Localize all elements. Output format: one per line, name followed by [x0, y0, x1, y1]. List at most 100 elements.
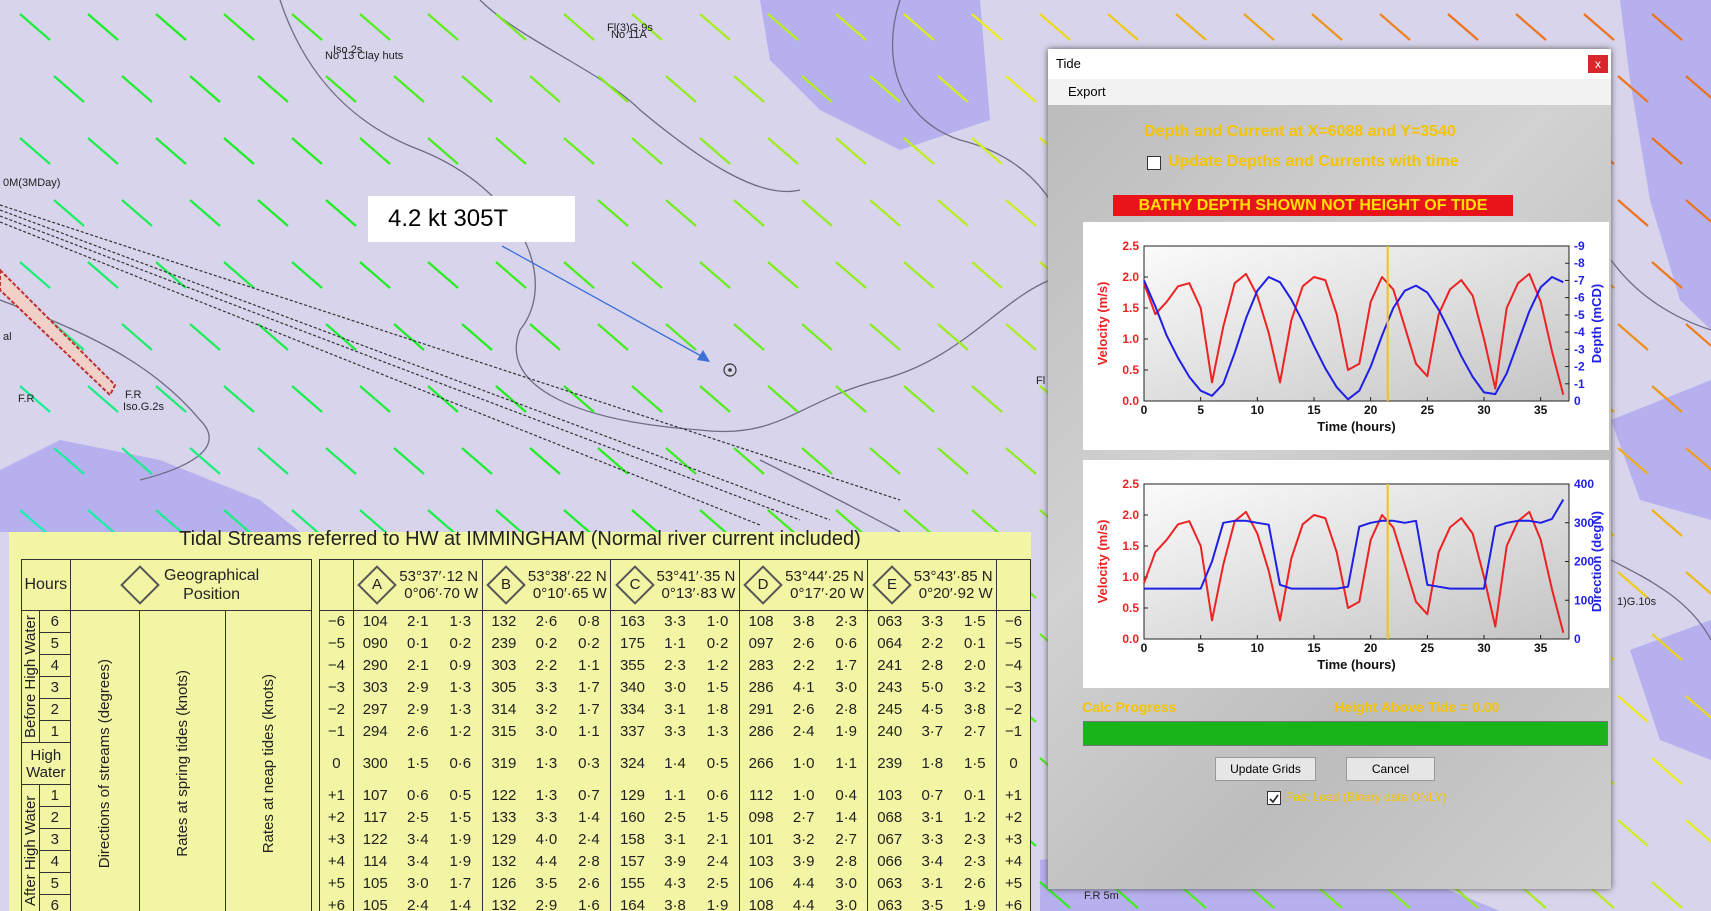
stream-arrow: [666, 200, 696, 226]
table-cell: 1·5: [954, 743, 997, 785]
position-cell: A53°37′·12 N0°06′·70 W: [353, 560, 482, 611]
stream-arrow: [462, 448, 492, 474]
table-cell: 2·7: [954, 721, 997, 743]
stream-arrow: [1176, 14, 1206, 40]
table-cell: 2·1: [696, 829, 739, 851]
stream-arrow: [700, 138, 730, 164]
latitude: 53°43′·85 N: [914, 568, 993, 585]
x-tick-label: 5: [1197, 641, 1204, 655]
stream-arrow: [1686, 324, 1711, 350]
stream-arrow: [54, 200, 84, 226]
table-cell: 305: [482, 677, 525, 699]
table-cell: 158: [611, 829, 654, 851]
hour: +4: [320, 851, 354, 873]
group-digit: 3: [40, 677, 71, 699]
table-cell: 126: [482, 873, 525, 895]
table-cell: 104: [353, 611, 396, 633]
hour: −5: [997, 633, 1031, 655]
table-cell: 1·5: [439, 807, 482, 829]
hour: 0: [997, 743, 1031, 785]
table-cell: 103: [739, 851, 782, 873]
table-cell: 1·5: [696, 807, 739, 829]
table-cell: 2·8: [911, 655, 953, 677]
table-cell: 2·8: [825, 699, 868, 721]
stream-arrow: [88, 262, 118, 288]
y2-axis-label: Depth (mCD): [1589, 284, 1604, 363]
stream-arrow: [88, 138, 118, 164]
position-header: Geographical Position: [162, 566, 262, 604]
y2-tick-label: 400: [1574, 477, 1594, 491]
table-cell: 1·3: [439, 611, 482, 633]
table-cell: 0·6: [696, 785, 739, 807]
table-cell: 291: [739, 699, 782, 721]
map-label: Iso.G.2s: [123, 401, 164, 413]
position-letter: D: [751, 573, 775, 597]
table-cell: 1·7: [439, 873, 482, 895]
table-cell: 0·2: [568, 633, 611, 655]
group-label: High Water: [22, 743, 71, 785]
table-cell: 286: [739, 677, 782, 699]
x-axis-label: Time (hours): [1317, 657, 1396, 672]
table-cell: 129: [611, 785, 654, 807]
vector-head: [697, 350, 710, 362]
x-tick-label: 25: [1421, 403, 1435, 417]
stream-arrow: [870, 448, 900, 474]
shallow-area: [0, 440, 300, 532]
stream-arrow: [326, 448, 356, 474]
table-cell: 3·8: [782, 611, 824, 633]
coordinates: 53°44′·25 N0°17′·20 W: [785, 568, 864, 602]
table-cell: 2·1: [397, 611, 439, 633]
table-cell: 283: [739, 655, 782, 677]
cancel-button[interactable]: Cancel: [1346, 757, 1435, 781]
close-button[interactable]: x: [1588, 55, 1608, 73]
blank-header: [997, 560, 1031, 611]
table-cell: 1·3: [439, 699, 482, 721]
table-cell: 0·7: [911, 785, 953, 807]
table-cell: 297: [353, 699, 396, 721]
table-cell: 314: [482, 699, 525, 721]
table-cell: 157: [611, 851, 654, 873]
checkbox[interactable]: [1147, 156, 1161, 170]
diamond: D: [743, 565, 783, 605]
longitude: 0°17′·20 W: [785, 585, 864, 602]
export-menu[interactable]: Export: [1068, 84, 1106, 99]
stream-arrow: [1686, 572, 1711, 598]
longitude: 0°06′·70 W: [399, 585, 478, 602]
height-label: Height Above Tide = 0.00: [1334, 699, 1499, 715]
checkbox-label: Update Depths and Currents with time: [1168, 153, 1459, 171]
y-tick-label: 0.5: [1122, 363, 1139, 377]
y-tick-label: 1.0: [1122, 570, 1139, 584]
table-cell: 106: [739, 873, 782, 895]
y-tick-label: 2.5: [1122, 239, 1139, 253]
checkbox[interactable]: [1267, 791, 1281, 805]
table-cell: 0·5: [696, 743, 739, 785]
table-cell: 3·5: [911, 895, 953, 911]
group-digit: 2: [40, 699, 71, 721]
stream-arrow: [700, 386, 730, 412]
stream-arrow: [530, 76, 560, 102]
coordinates: 53°37′·12 N0°06′·70 W: [399, 568, 478, 602]
table-cell: 319: [482, 743, 525, 785]
shallow-area: [1630, 620, 1711, 760]
table-cell: 1·3: [525, 785, 567, 807]
stream-arrow: [598, 200, 628, 226]
hour: −6: [997, 611, 1031, 633]
table-cell: 0·5: [439, 785, 482, 807]
update-grids-button[interactable]: Update Grids: [1215, 757, 1316, 781]
check: [1270, 795, 1278, 802]
table-cell: 1·1: [568, 721, 611, 743]
x-tick-label: 25: [1421, 641, 1435, 655]
hour: −3: [320, 677, 354, 699]
stream-arrow: [496, 386, 526, 412]
y2-tick-label: -8: [1574, 256, 1585, 270]
chart-panel: 051015202530350.00.51.01.52.02.50-1-2-3-…: [1083, 222, 1609, 450]
y-tick-label: 0.0: [1122, 394, 1139, 408]
map-label: Fl: [1036, 375, 1045, 387]
table-cell: 239: [482, 633, 525, 655]
table-cell: 129: [482, 829, 525, 851]
table-cell: 1·1: [825, 743, 868, 785]
table-cell: 112: [739, 785, 782, 807]
table-cell: 2·3: [954, 851, 997, 873]
stream-arrow: [836, 262, 866, 288]
y-tick-label: 0.5: [1122, 601, 1139, 615]
